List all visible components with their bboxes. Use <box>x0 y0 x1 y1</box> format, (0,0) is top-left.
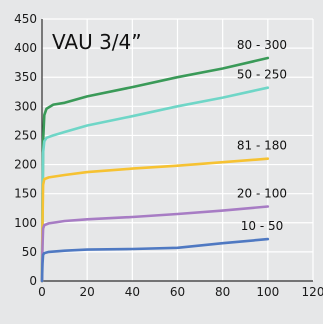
x-tick-label: 120 <box>302 285 323 299</box>
series-label: 10 - 50 <box>241 219 284 233</box>
series-label: 80 - 300 <box>237 38 287 52</box>
x-tick-label: 20 <box>80 285 95 299</box>
y-tick-label: 250 <box>14 128 37 142</box>
series-line <box>40 205 270 283</box>
grid <box>41 18 314 282</box>
x-tick-label: 100 <box>256 285 279 299</box>
x-tick-label: 0 <box>38 285 46 299</box>
x-tick-label: 80 <box>215 285 230 299</box>
series-lines <box>40 56 270 283</box>
series-label: 81 - 180 <box>237 139 287 153</box>
axes: 0 20 40 60 80 100 120 0 50 100 150 200 250 300 350 400 4… <box>14 12 323 299</box>
x-tick-label: 40 <box>125 285 140 299</box>
y-tick-label: 200 <box>14 158 37 172</box>
series-line <box>40 237 270 283</box>
y-tick-label: 450 <box>14 12 37 26</box>
y-tick-label: 350 <box>14 70 37 84</box>
y-tick-label: 400 <box>14 41 37 55</box>
series-line <box>40 86 270 283</box>
series-labels: 80 - 300 50 - 250 81 - 180 20 - 100 10 - 50 <box>237 38 287 233</box>
y-tick-label: 150 <box>14 187 37 201</box>
y-tick-label: 100 <box>14 216 37 230</box>
chart-title: VAU 3/4” <box>52 30 142 54</box>
y-tick-label: 0 <box>29 274 37 288</box>
x-tick-label: 60 <box>170 285 185 299</box>
y-tick-label: 50 <box>22 245 37 259</box>
series-line <box>40 157 270 283</box>
series-label: 20 - 100 <box>237 186 287 200</box>
y-tick-label: 300 <box>14 99 37 113</box>
series-label: 50 - 250 <box>237 68 287 82</box>
